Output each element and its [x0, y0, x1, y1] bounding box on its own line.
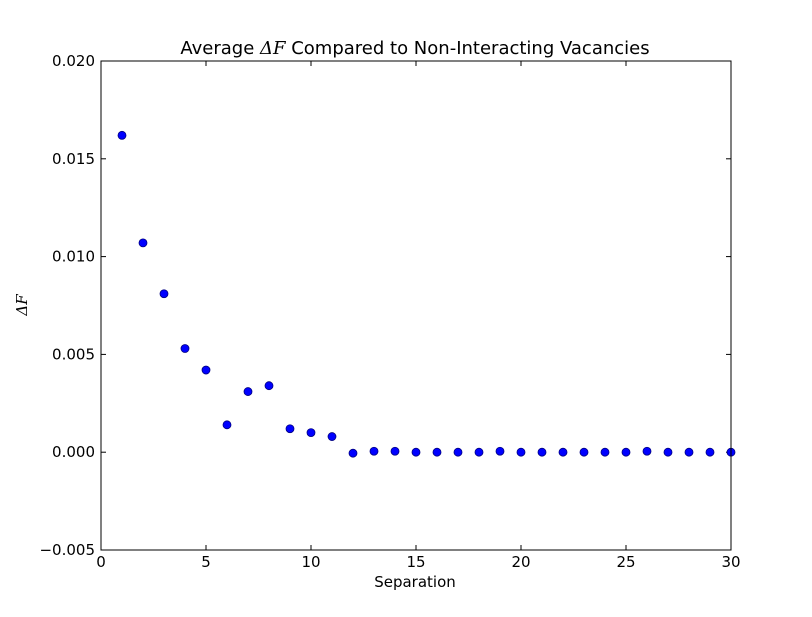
x-tick-label: 20	[511, 553, 530, 571]
data-point	[474, 447, 484, 457]
data-point	[222, 420, 232, 430]
x-tick-label: 0	[96, 553, 106, 571]
data-point	[579, 447, 589, 457]
y-tick-label: 0.005	[52, 345, 95, 363]
x-axis-label: Separation	[374, 573, 456, 591]
data-point	[201, 365, 211, 375]
data-point	[558, 447, 568, 457]
data-point	[348, 448, 358, 458]
data-point	[600, 447, 610, 457]
y-tick-label: 0.010	[52, 248, 95, 266]
data-point	[642, 446, 652, 456]
y-tick-label: −0.005	[39, 541, 95, 559]
data-point	[516, 447, 526, 457]
x-tick-label: 5	[201, 553, 211, 571]
data-point	[159, 289, 169, 299]
data-point	[327, 432, 337, 441]
data-point	[138, 238, 148, 248]
chart-title: Average ΔF Compared to Non-Interacting V…	[180, 38, 649, 59]
data-point	[537, 447, 547, 457]
x-tick-label: 10	[301, 553, 320, 571]
data-point	[453, 447, 463, 457]
data-point	[705, 447, 715, 457]
data-points	[117, 130, 736, 458]
data-point	[411, 447, 421, 457]
y-axis-label: ΔF	[13, 294, 31, 317]
data-point	[390, 446, 400, 456]
data-point	[180, 344, 190, 353]
x-tick-label: 15	[406, 553, 425, 571]
y-tick-label: 0.000	[52, 443, 95, 461]
data-point	[684, 447, 694, 457]
y-tick-label: 0.015	[52, 150, 95, 168]
x-tick-label: 30	[721, 553, 740, 571]
data-point	[621, 447, 631, 457]
data-point	[495, 446, 505, 456]
data-point	[306, 428, 316, 438]
data-point	[264, 381, 274, 391]
data-point	[285, 424, 295, 434]
data-point	[369, 446, 379, 456]
data-point	[432, 447, 442, 457]
data-point	[243, 387, 253, 396]
data-point	[117, 130, 127, 140]
x-tick-label: 25	[616, 553, 635, 571]
data-point	[663, 447, 673, 457]
plot-area-frame	[100, 60, 732, 551]
y-tick-label: 0.020	[52, 52, 95, 70]
ticks-layer: 0 5 10 15 20 25 30 −0.005 0.000 0.005 0.010 0.015 0.…	[39, 52, 740, 571]
